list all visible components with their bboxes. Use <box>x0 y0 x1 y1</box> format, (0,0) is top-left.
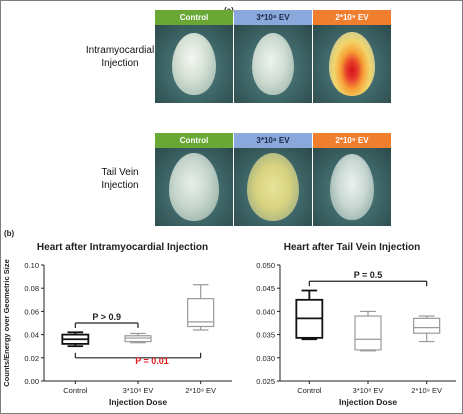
y-tick-label: 0.08 <box>24 284 39 293</box>
image-tile-tv-high: 2*10⁹ EV <box>313 133 391 226</box>
y-tick-label: 0.045 <box>256 284 275 293</box>
y-tick-label: 0.02 <box>24 354 39 363</box>
column-header-high-dose: 2*10⁹ EV <box>313 10 391 25</box>
y-tick-label: 0.040 <box>256 307 275 316</box>
image-tile-tv-control: Control <box>155 133 233 226</box>
y-tick-label: 0.035 <box>256 331 275 340</box>
p-value-label: P = 0.5 <box>354 270 383 280</box>
row-label-intramyocardial: Intramyocardial Injection <box>65 44 175 70</box>
panel-b-label: (b) <box>4 229 15 238</box>
column-header-control: Control <box>155 133 233 148</box>
y-tick-label: 0.04 <box>24 331 39 340</box>
column-header-high-dose: 2*10⁹ EV <box>313 133 391 148</box>
row-label-tail-vein: Tail Vein Injection <box>65 166 175 192</box>
x-tick-label: 3*10⁸ EV <box>353 386 384 395</box>
y-tick-label: 0.025 <box>256 377 275 386</box>
image-tile-im-high: 2*10⁹ EV <box>313 10 391 103</box>
column-header-low-dose: 3*10⁸ EV <box>234 10 312 25</box>
heart-image <box>155 25 233 103</box>
y-tick-label: 0.050 <box>256 261 275 270</box>
x-tick-label: 3*10⁸ EV <box>123 386 154 395</box>
x-tick-label: 2*10⁹ EV <box>411 386 442 395</box>
y-tick-label: 0.030 <box>256 354 275 363</box>
heart-image <box>234 148 312 226</box>
boxplot-chart-tail-vein: 0.025 0.030 0.035 0.040 0.045 0.050 Control 3*1… <box>256 261 456 407</box>
box-iqr <box>413 317 441 334</box>
row-label-line2: Injection <box>101 58 139 69</box>
chart-title-right: Heart after Tail Vein Injection <box>283 242 421 253</box>
x-axis-title: Injection Dose <box>109 397 167 407</box>
y-tick-label: 0.00 <box>24 377 39 386</box>
heart-image <box>155 148 233 226</box>
boxplot-chart-intramyocardial: 0.00 0.02 0.04 0.06 0.08 0.10 Control 3*10⁸ EV 2… <box>2 259 232 407</box>
chart-title-left: Heart after Intramyocardial Injection <box>36 242 209 253</box>
x-axis-title: Injection Dose <box>339 397 397 407</box>
y-tick-label: 0.10 <box>24 261 39 270</box>
box-iqr <box>187 298 215 328</box>
p-value-label: P > 0.9 <box>92 312 121 322</box>
heart-image <box>313 148 391 226</box>
x-tick-label: Control <box>297 386 322 395</box>
x-tick-label: Control <box>63 386 88 395</box>
heart-image <box>234 25 312 103</box>
column-header-control: Control <box>155 10 233 25</box>
y-tick-label: 0.06 <box>24 307 39 316</box>
row-label-line1: Tail Vein <box>101 167 139 178</box>
row-label-line1: Intramyocardial <box>85 45 155 56</box>
image-tile-im-control: Control <box>155 10 233 103</box>
image-tile-im-low: 3*10⁸ EV <box>234 10 312 103</box>
y-axis-title: Counts/Energy over Geometric Size <box>2 259 11 387</box>
box-iqr <box>354 315 382 351</box>
row-label-line2: Injection <box>101 180 139 191</box>
column-header-low-dose: 3*10⁸ EV <box>234 133 312 148</box>
x-tick-label: 2*10⁹ EV <box>185 386 216 395</box>
p-value-label: P = 0.01 <box>135 356 169 366</box>
image-tile-tv-low: 3*10⁸ EV <box>234 133 312 226</box>
heart-image <box>313 25 391 103</box>
